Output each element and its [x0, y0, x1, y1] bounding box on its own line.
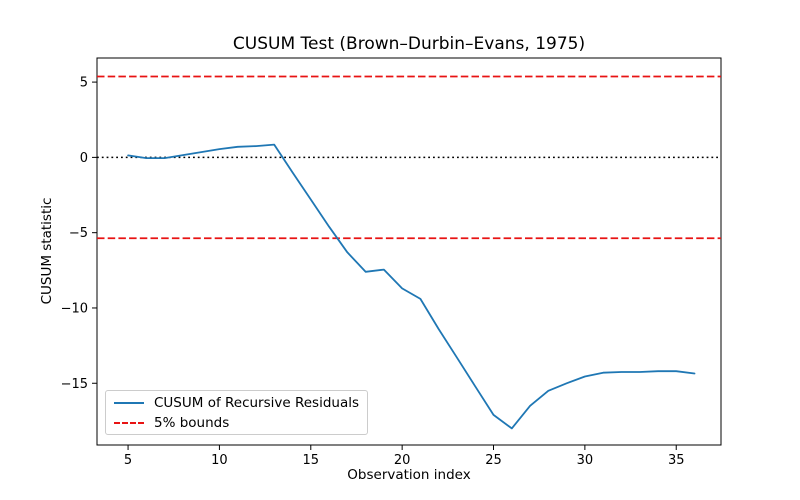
reference-lines: [97, 75, 721, 240]
chart-title: CUSUM Test (Brown–Durbin–Evans, 1975): [233, 34, 585, 54]
y-tick-label: 5: [80, 76, 88, 91]
legend-label-cusum: CUSUM of Recursive Residuals: [154, 394, 360, 411]
y-axis-label: CUSUM statistic: [39, 198, 55, 305]
x-tick-label: 15: [303, 453, 320, 468]
y-tick-label: 0: [80, 151, 88, 166]
plot-area-frame: [96, 57, 722, 446]
data-series: [127, 143, 696, 430]
x-axis-label: Observation index: [347, 467, 470, 483]
axis-ticks: 5 10 15 20 25 30 35 5 0 −5 −10 −15: [61, 76, 685, 468]
bounds-line-swatch: [114, 421, 144, 424]
legend-label-bounds: 5% bounds: [154, 414, 230, 431]
legend: CUSUM of Recursive Residuals 5% bounds: [105, 390, 368, 435]
x-tick-label: 35: [668, 453, 685, 468]
y-tick-label: −15: [61, 377, 88, 392]
legend-row-bounds: 5% bounds: [114, 415, 359, 431]
y-tick-label: −10: [61, 301, 88, 316]
x-tick-label: 5: [124, 453, 132, 468]
cusum-line-swatch: [114, 401, 144, 404]
x-tick-label: 25: [485, 453, 502, 468]
legend-row-cusum: CUSUM of Recursive Residuals: [114, 395, 359, 411]
x-tick-label: 10: [211, 453, 228, 468]
x-tick-label: 30: [577, 453, 594, 468]
cusum-line: [127, 143, 696, 430]
y-tick-label: −5: [69, 226, 88, 241]
x-tick-label: 20: [394, 453, 411, 468]
